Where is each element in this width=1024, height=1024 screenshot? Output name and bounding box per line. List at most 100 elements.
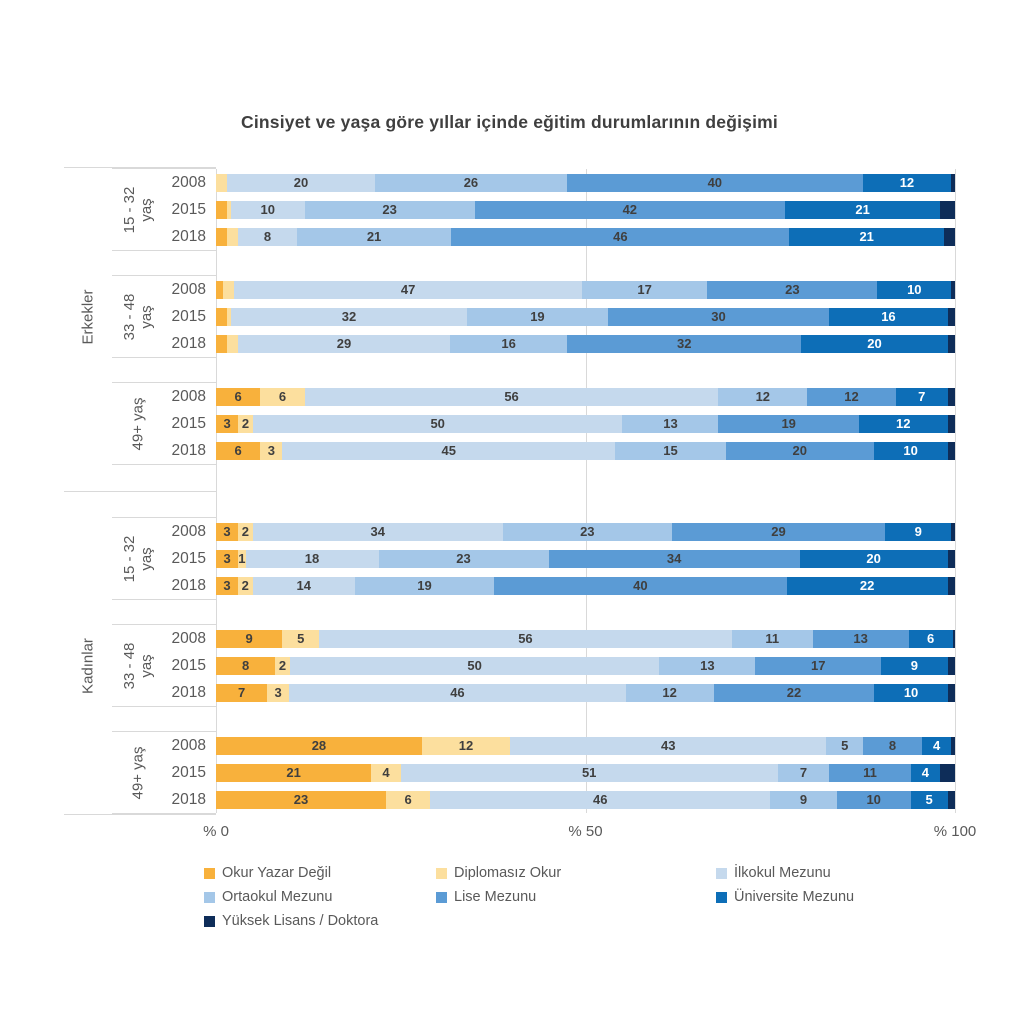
bar-segment — [227, 200, 231, 219]
age-block: 33 - 48 yaş 2008 47 17 23 10 2015 32 19 30 16 2018 2… — [112, 275, 955, 358]
bar-segment — [947, 790, 955, 809]
bar-row-2015: 2015 3 2 50 13 19 12 — [164, 410, 955, 437]
bar-segment: 12 — [625, 683, 714, 702]
bar-segment: 30 — [607, 307, 830, 326]
bar-segment: 2 — [238, 414, 253, 433]
bar-segment: 17 — [581, 280, 708, 299]
legend-swatch — [716, 867, 727, 879]
bar-segment: 46 — [430, 790, 771, 809]
age-block-top-line — [112, 731, 216, 732]
age-block: 33 - 48 yaş 2008 9 5 56 11 13 6 2015 8 2 50 13 17 9 201… — [112, 624, 955, 707]
bar-row-2008: 2008 3 2 34 23 29 9 — [164, 518, 955, 545]
gender-section-erkekler: Erkekler 15 - 32 yaş 2008 20 26 40 12 2015 10 23 4… — [64, 168, 955, 465]
gender-label: Erkekler — [79, 288, 97, 345]
year-label: 2008 — [171, 522, 206, 540]
age-block-bottom-line — [112, 464, 216, 465]
bar-segment — [947, 576, 955, 595]
bar-segment: 9 — [770, 790, 837, 809]
year-rows: 2008 3 2 34 23 29 9 2015 3 1 18 23 34 20 2018 3 2 14 19 40 2… — [164, 518, 955, 599]
legend-label: Üniversite Mezunu — [734, 889, 855, 905]
bar-segment: 19 — [354, 576, 494, 595]
age-label-cell: 15 - 32 yaş — [112, 169, 164, 250]
bar-segment — [216, 334, 227, 353]
age-label-cell: 15 - 32 yaş — [112, 518, 164, 599]
gridline-50 — [585, 169, 587, 813]
gender-label-cell: Erkekler — [64, 169, 112, 464]
bar-segment: 3 — [216, 549, 239, 568]
bar-segment — [951, 280, 955, 299]
legend-item: Lise Mezunu — [436, 889, 716, 905]
gridline-0 — [216, 169, 217, 813]
age-blocks: 15 - 32 yaş 2008 3 2 34 23 29 9 2015 3 1 18 23 34 20 20… — [112, 517, 955, 814]
year-rows: 2008 9 5 56 11 13 6 2015 8 2 50 13 17 9 2018 7 3 46 12 22 10 — [164, 625, 955, 706]
x-axis: % 0 % 50 % 100 — [64, 819, 976, 849]
bar-segment — [952, 629, 955, 648]
bar-segment: 56 — [304, 387, 719, 406]
bar-segment: 16 — [450, 334, 568, 353]
year-label: 2018 — [171, 576, 206, 594]
year-label: 2015 — [171, 549, 206, 567]
bar-segment: 21 — [216, 763, 372, 782]
bar-segment: 50 — [289, 656, 660, 675]
bar-segment: 50 — [252, 414, 623, 433]
bar-segment: 10 — [874, 683, 948, 702]
bar-segment — [947, 334, 955, 353]
bar-segment: 2 — [238, 522, 253, 541]
legend-label: Diplomasız Okur — [454, 865, 562, 881]
stacked-bar: 3 1 18 23 34 20 — [216, 549, 955, 568]
age-block-bottom-line — [112, 813, 216, 814]
age-label: 15 - 32 yaş — [120, 535, 155, 582]
bar-segment: 13 — [659, 656, 756, 675]
stacked-bar: 8 21 46 21 — [216, 227, 955, 246]
bar-segment: 14 — [252, 576, 355, 595]
age-block-bottom-line — [112, 250, 216, 251]
chart-body: Erkekler 15 - 32 yaş 2008 20 26 40 12 2015 10 23 4… — [64, 167, 956, 815]
age-block: 49+ yaş 2008 6 6 56 12 12 7 2015 3 2 50 13 19 12 2018 6 3… — [112, 382, 955, 465]
bar-segment: 23 — [216, 790, 386, 809]
year-rows: 2008 47 17 23 10 2015 32 19 30 16 2018 29 16 32 20 — [164, 276, 955, 357]
bar-segment: 7 — [895, 387, 948, 406]
year-label: 2015 — [171, 307, 206, 325]
year-label: 2018 — [171, 683, 206, 701]
bar-segment — [216, 280, 224, 299]
bar-segment: 11 — [731, 629, 813, 648]
age-block-bottom-line — [112, 706, 216, 707]
top-divider-line — [64, 167, 216, 168]
age-label: 49+ yaş — [129, 397, 147, 450]
bar-segment: 8 — [216, 656, 276, 675]
bar-segment: 6 — [385, 790, 431, 809]
bar-segment — [951, 736, 955, 755]
stacked-bar: 9 5 56 11 13 6 — [216, 629, 955, 648]
bar-segment: 6 — [216, 441, 261, 460]
bar-segment — [947, 656, 955, 675]
bar-segment: 12 — [862, 173, 952, 192]
bar-segment: 4 — [910, 763, 941, 782]
age-label-cell: 49+ yaş — [112, 732, 164, 813]
bar-segment: 3 — [216, 414, 239, 433]
bar-row-2008: 2008 47 17 23 10 — [164, 276, 955, 303]
bar-segment: 34 — [252, 522, 503, 541]
bar-segment: 20 — [227, 173, 375, 192]
bar-row-2015: 2015 32 19 30 16 — [164, 303, 955, 330]
year-label: 2018 — [171, 441, 206, 459]
x-tick-100: % 100 — [933, 823, 977, 840]
bar-segment: 13 — [812, 629, 909, 648]
bar-segment — [227, 307, 231, 326]
bar-segment: 10 — [836, 790, 911, 809]
stacked-bar: 10 23 42 21 — [216, 200, 955, 219]
year-label: 2018 — [171, 227, 206, 245]
bar-segment: 2 — [275, 656, 290, 675]
bar-segment: 9 — [881, 656, 948, 675]
legend-item: Üniversite Mezunu — [716, 889, 955, 905]
legend-item: İlkokul Mezunu — [716, 865, 955, 881]
bar-segment: 51 — [400, 763, 778, 782]
gender-label: Kadınlar — [79, 637, 97, 694]
bar-segment: 9 — [216, 629, 283, 648]
year-label: 2008 — [171, 629, 206, 647]
age-block-spacer — [112, 706, 955, 732]
bar-segment: 5 — [282, 629, 320, 648]
gender-section-kadınlar: Kadınlar 15 - 32 yaş 2008 3 2 34 23 29 9 2015 3 1 18… — [64, 517, 955, 814]
bar-segment — [223, 280, 235, 299]
bar-segment — [940, 200, 955, 219]
bar-row-2008: 2008 28 12 43 5 8 4 — [164, 732, 955, 759]
